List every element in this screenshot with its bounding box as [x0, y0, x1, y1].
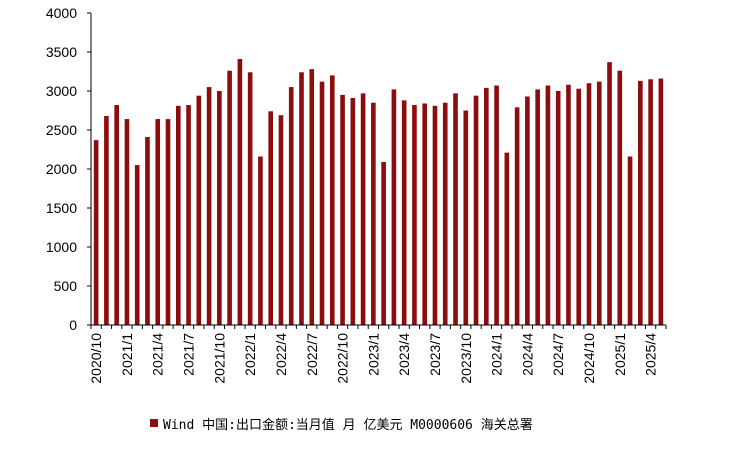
bar-2022/4 — [278, 115, 284, 326]
x-axis: 2020/10 2021/1 2021/4 2021/7 2021/10 2022/1 20… — [88, 324, 667, 384]
bar-2024/2 — [504, 152, 510, 325]
y-tick-label: 2500 — [46, 122, 77, 138]
bar-2023/12 — [484, 87, 489, 325]
legend: Wind 中国:出口金额:当月值 月 亿美元 M0000606 海关总署 — [150, 413, 533, 433]
bar-2021/9 — [206, 87, 212, 325]
bar-2021/1 — [124, 119, 130, 325]
x-tick-label: 2023/1 — [365, 333, 381, 376]
bar-2022/12 — [360, 93, 366, 325]
bar-2025/2 — [627, 156, 633, 325]
bar-2021/7 — [186, 105, 191, 325]
bar-2024/8 — [566, 84, 571, 325]
bar-2023/9 — [453, 93, 458, 325]
bar-2020/11 — [104, 115, 109, 326]
bar-2021/4 — [155, 119, 161, 325]
bar-2024/3 — [514, 107, 520, 325]
bar-2024/10 — [586, 83, 592, 325]
x-tick-label: 2021/1 — [119, 333, 135, 376]
x-tick-label: 2024/4 — [519, 333, 535, 376]
x-tick-label: 2023/4 — [396, 333, 412, 376]
x-tick-label: 2022/4 — [273, 333, 289, 376]
bar-2022/2 — [258, 156, 263, 325]
bar-2023/6 — [422, 103, 428, 325]
y-axis: 0 500 1000 1500 2000 2500 3000 3500 4000 — [46, 5, 92, 333]
bar-2024/6 — [545, 85, 551, 325]
bar-2022/11 — [350, 98, 356, 326]
bar-2021/2 — [134, 165, 140, 325]
bar-2024/1 — [494, 85, 499, 325]
bar-2021/6 — [175, 105, 181, 325]
y-tick-label: 3500 — [46, 44, 77, 60]
x-tick-label: 2022/10 — [335, 333, 351, 384]
bar-2022/3 — [268, 111, 273, 325]
bar-2023/10 — [463, 110, 469, 325]
bar-2021/5 — [165, 119, 171, 325]
bar-2023/8 — [442, 102, 448, 325]
x-tick-label: 2022/1 — [242, 333, 258, 376]
legend-swatch — [150, 419, 158, 427]
bar-2021/12 — [237, 59, 243, 326]
x-tick-label: 2021/4 — [150, 333, 166, 376]
bar-2025/1 — [617, 70, 623, 325]
y-tick-label: 1500 — [46, 200, 77, 216]
bar-2022/6 — [299, 72, 304, 325]
y-tick-label: 0 — [69, 317, 77, 333]
legend-label: Wind 中国:出口金额:当月值 月 亿美元 M0000606 海关总署 — [163, 417, 533, 433]
bar-2024/5 — [535, 89, 540, 325]
bar-2021/10 — [217, 91, 222, 325]
x-tick-label: 2023/10 — [458, 333, 474, 384]
bar-2023/7 — [432, 105, 438, 325]
bar-2023/4 — [401, 100, 407, 325]
bar-2023/11 — [473, 95, 479, 326]
bar-2025/3 — [638, 80, 643, 325]
y-tick-label: 2000 — [46, 161, 77, 177]
y-tick-label: 4000 — [46, 5, 77, 21]
bar-2023/2 — [381, 161, 386, 325]
x-tick-label: 2024/10 — [581, 333, 597, 384]
x-tick-label: 2020/10 — [88, 333, 104, 384]
bar-2022/5 — [288, 87, 294, 325]
bar-2021/8 — [196, 95, 202, 326]
y-tick-label: 3000 — [46, 83, 77, 99]
bar-2025/5 — [658, 78, 664, 326]
bar-2023/1 — [371, 102, 376, 325]
bar-2022/8 — [319, 81, 325, 325]
bar-2020/10 — [93, 140, 99, 325]
bar-2022/7 — [309, 69, 315, 325]
bar-2021/3 — [145, 137, 150, 325]
bar-2022/1 — [247, 72, 253, 325]
bars-group — [93, 59, 664, 326]
bar-2024/4 — [525, 96, 530, 326]
x-tick-label: 2025/1 — [612, 333, 628, 376]
bar-2024/11 — [596, 81, 602, 325]
bar-2024/9 — [576, 88, 582, 325]
x-tick-label: 2023/7 — [427, 333, 443, 376]
bar-2023/5 — [412, 105, 417, 325]
bar-2021/11 — [227, 70, 232, 325]
bar-2020/12 — [114, 105, 119, 325]
bar-2022/9 — [329, 75, 335, 326]
x-tick-label: 2021/10 — [211, 333, 227, 384]
y-tick-label: 500 — [54, 278, 78, 294]
bar-2024/12 — [607, 62, 612, 325]
x-tick-label: 2024/7 — [550, 333, 566, 376]
x-tick-label: 2021/7 — [181, 333, 197, 376]
y-tick-label: 1000 — [46, 239, 77, 255]
bar-2022/10 — [340, 94, 345, 326]
x-tick-label: 2025/4 — [643, 333, 659, 376]
x-tick-label: 2022/7 — [304, 333, 320, 376]
bar-2023/3 — [391, 89, 397, 325]
bar-2024/7 — [555, 91, 561, 325]
bar-2025/4 — [648, 79, 653, 325]
x-tick-label: 2024/1 — [489, 333, 505, 376]
